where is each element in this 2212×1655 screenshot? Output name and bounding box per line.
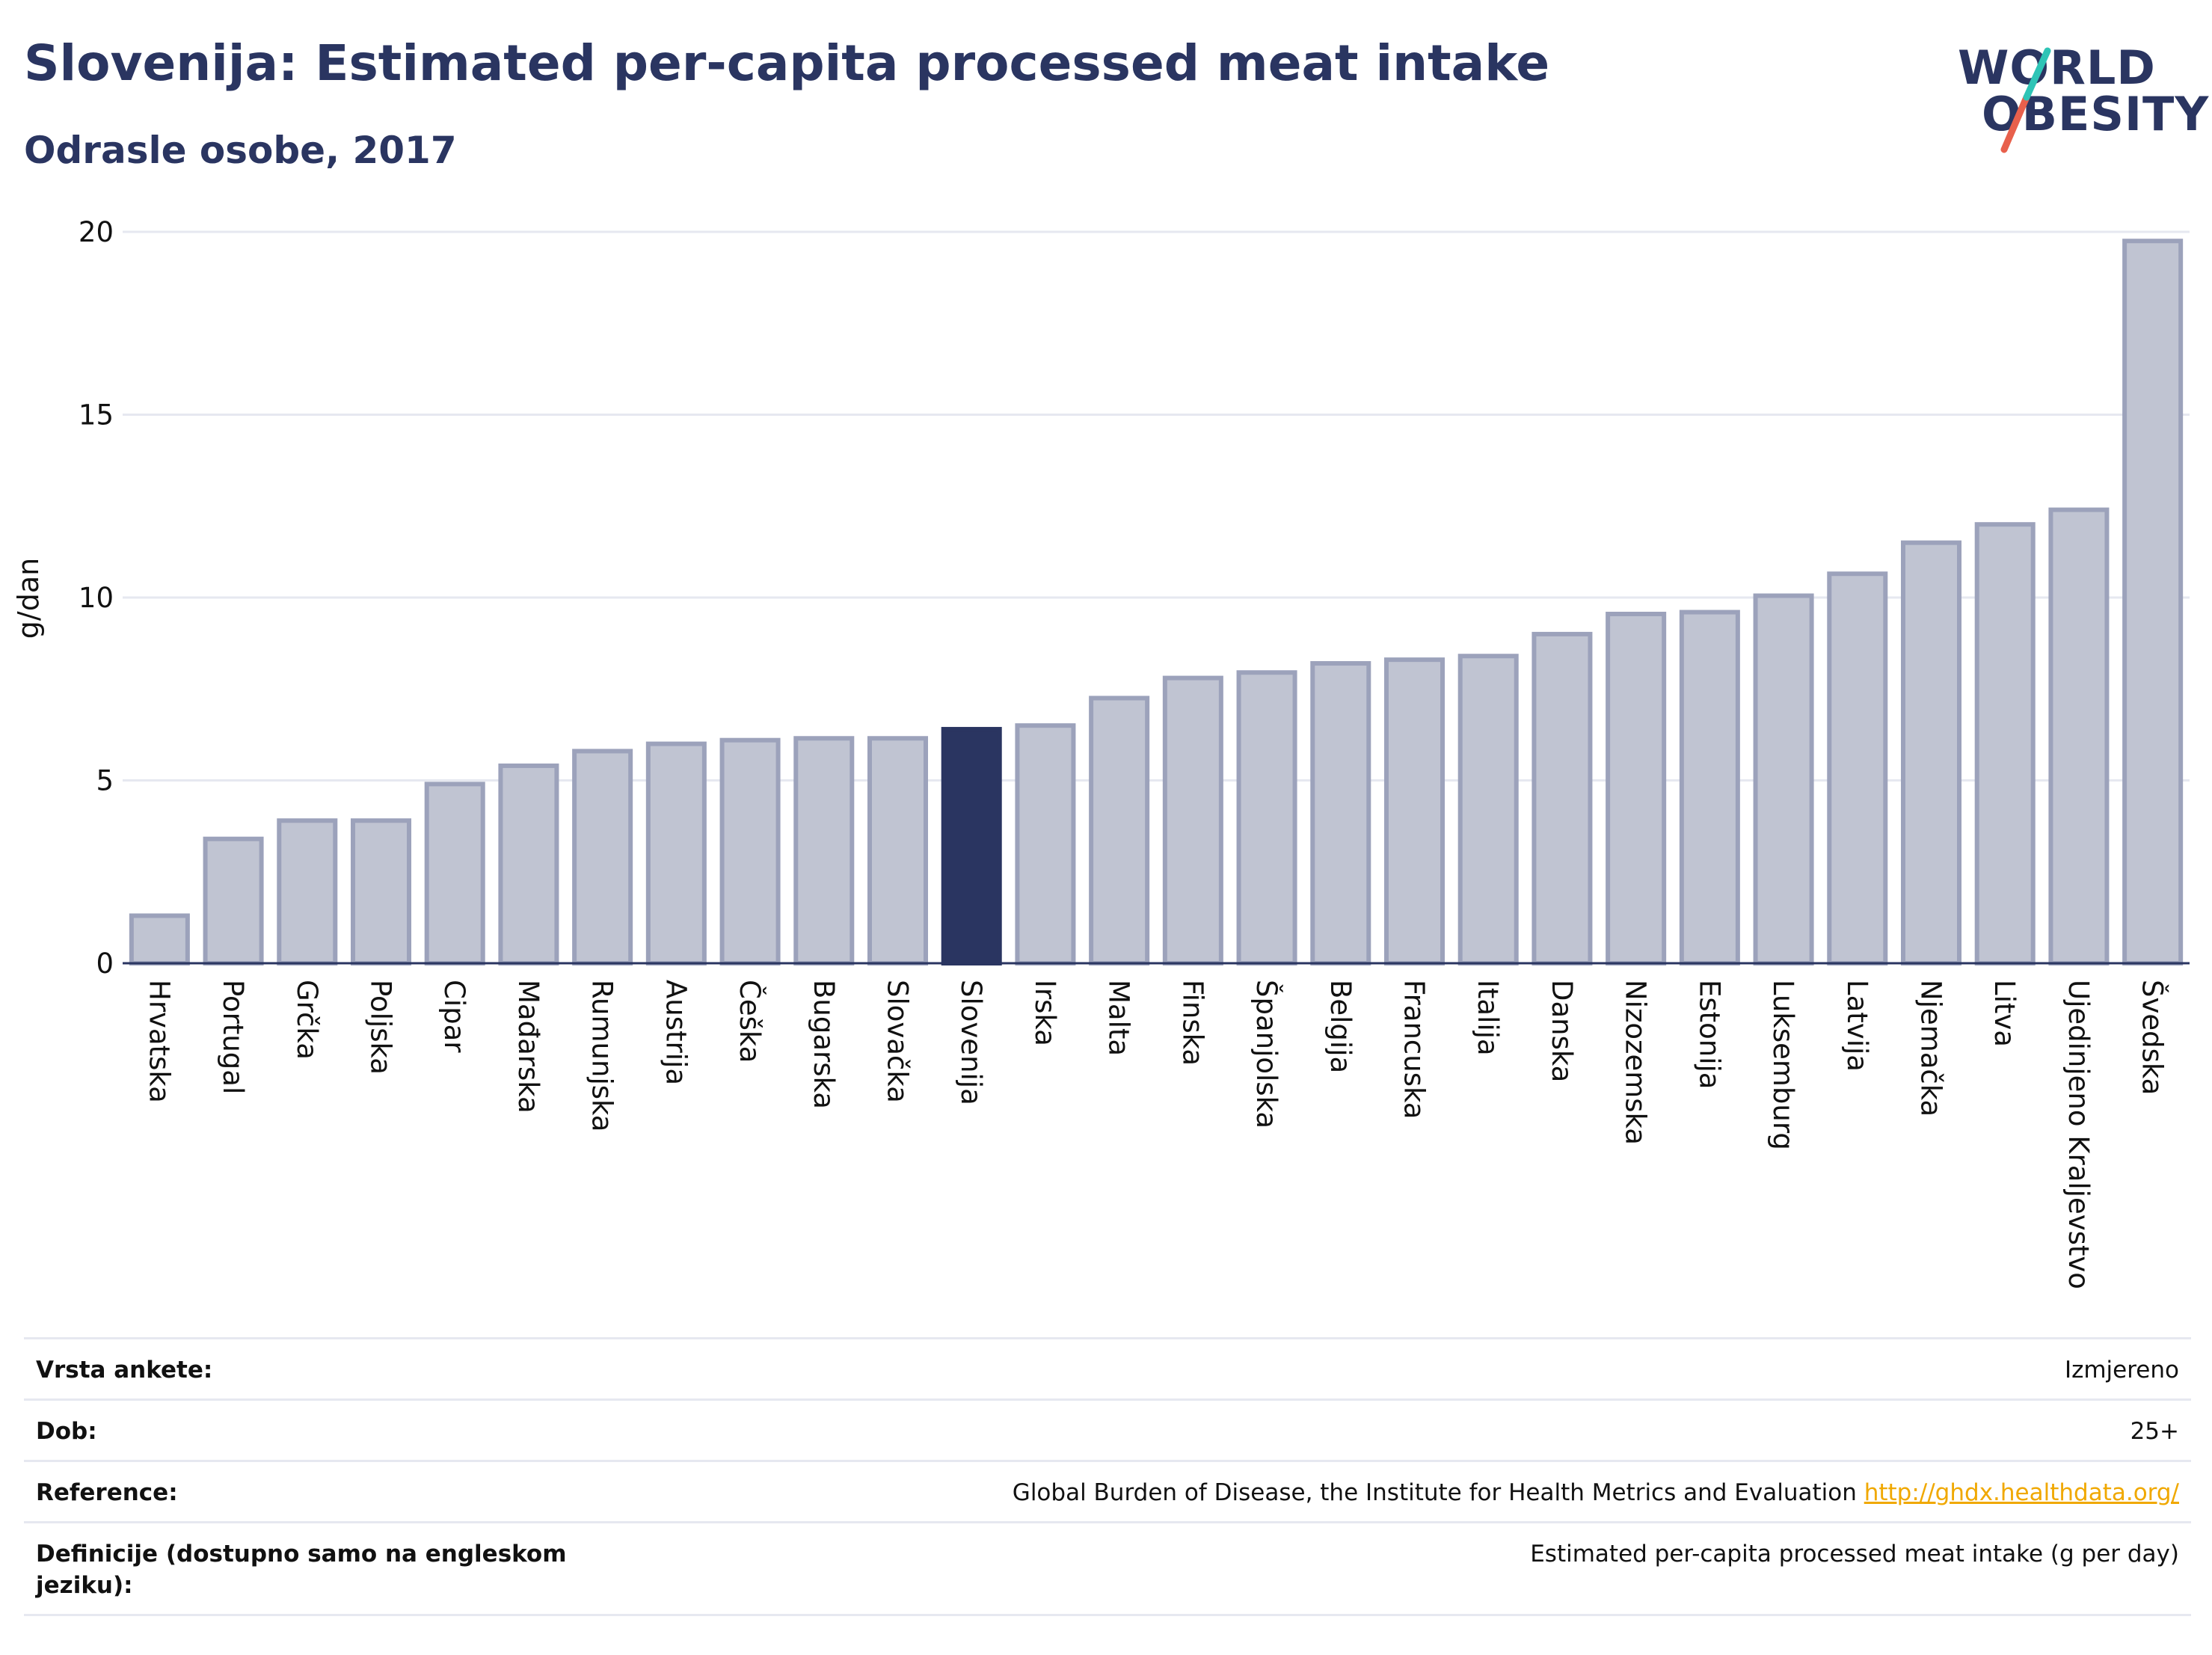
- x-tick-label: Latvija: [1841, 980, 1873, 1072]
- y-tick-label: 15: [79, 399, 114, 432]
- bar: [1162, 675, 1223, 966]
- bar: [2048, 507, 2110, 965]
- x-tick-label: Belgija: [1324, 980, 1357, 1073]
- info-label: Definicije (dostupno samo na engleskom j…: [36, 1541, 567, 1599]
- x-tick-label: Rumunjska: [586, 980, 618, 1132]
- bar: [1974, 522, 2036, 965]
- y-tick-label: 0: [96, 948, 114, 980]
- bar: [498, 763, 559, 965]
- bar: [1679, 610, 1740, 965]
- reference-link[interactable]: http://ghdx.healthdata.org/: [1864, 1479, 2179, 1506]
- y-tick-label: 10: [79, 582, 114, 614]
- bar: [1089, 696, 1150, 965]
- info-label: Reference:: [36, 1479, 178, 1506]
- x-tick-label: Danska: [1546, 980, 1578, 1082]
- logo-text-world: WORLD: [1958, 40, 2156, 95]
- x-tick-label: Grčka: [291, 980, 323, 1060]
- info-table-bottom-border: [24, 1614, 2191, 1616]
- bar: [1900, 540, 1962, 965]
- bar: [572, 749, 633, 965]
- x-tick-label: Poljska: [365, 980, 397, 1075]
- info-label: Dob:: [36, 1418, 97, 1445]
- x-tick-label: Njemačka: [1915, 980, 1947, 1117]
- chart-subtitle: Odrasle osobe, 2017: [24, 129, 457, 172]
- info-value-text: 25+: [2130, 1418, 2179, 1445]
- info-row: Reference: Global Burden of Disease, the …: [24, 1460, 2191, 1523]
- info-label: Vrsta ankete:: [36, 1357, 213, 1384]
- world-obesity-logo[interactable]: WORLD OBESITY: [1952, 30, 2208, 157]
- x-tick-label: Malta: [1103, 980, 1135, 1056]
- info-value: Estimated per-capita processed meat inta…: [1530, 1538, 2179, 1570]
- logo-slash-icon: [2000, 47, 2051, 153]
- x-tick-label: Francuska: [1398, 980, 1431, 1119]
- x-tick-label: Mađarska: [512, 980, 544, 1114]
- info-value-text: Global Burden of Disease, the Institute …: [1012, 1479, 1857, 1506]
- bar: [1606, 612, 1667, 965]
- y-tick-label: 20: [79, 216, 114, 248]
- bar: [2122, 239, 2184, 966]
- x-tick-label: Irska: [1029, 980, 1061, 1046]
- bar-chart: 0 5 10 15 20 Hrvatska Portugal Grčka Poljska Cipa…: [79, 216, 2190, 1289]
- x-tick-label: Hrvatska: [143, 980, 175, 1103]
- x-tick-label: Bugarska: [808, 980, 840, 1109]
- bar: [350, 818, 412, 966]
- bar: [793, 736, 855, 965]
- x-tick-label: Portugal: [217, 980, 249, 1094]
- x-tick-label: Švedska: [2136, 980, 2169, 1095]
- x-tick-label: Cipar: [438, 980, 470, 1053]
- x-tick-label: Austrija: [660, 980, 692, 1085]
- x-tick-label: Litva: [1988, 980, 2021, 1047]
- bar: [1015, 723, 1076, 966]
- bar: [1457, 654, 1519, 965]
- y-tick-label: 5: [96, 765, 114, 797]
- bar: [1531, 631, 1593, 966]
- bar: [1383, 657, 1446, 965]
- info-value: 25+: [2130, 1416, 2179, 1447]
- x-tick-label: Slovačka: [882, 980, 914, 1103]
- x-tick-label: Ujedinjeno Kraljevstvo: [2062, 980, 2095, 1289]
- info-value: Global Burden of Disease, the Institute …: [1013, 1477, 2179, 1508]
- bar: [645, 741, 707, 965]
- bar: [203, 836, 264, 965]
- bar: [277, 818, 338, 966]
- bar: [1310, 661, 1371, 966]
- bar: [424, 782, 485, 966]
- x-tick-label: Španjolska: [1250, 980, 1283, 1129]
- x-tick-label: Slovenija: [955, 980, 987, 1105]
- bar: [941, 727, 1002, 965]
- x-tick-label: Italija: [1472, 980, 1504, 1056]
- info-value: Izmjereno: [2065, 1354, 2179, 1386]
- bar: [719, 737, 781, 966]
- x-tick-label: Luksemburg: [1767, 980, 1799, 1150]
- x-tick-label: Finska: [1176, 980, 1208, 1066]
- info-value-text: Izmjereno: [2064, 1357, 2179, 1384]
- x-tick-label: Češka: [734, 980, 766, 1063]
- bar: [1236, 670, 1297, 965]
- bar: [129, 913, 190, 966]
- bar: [867, 736, 929, 965]
- info-row: Vrsta ankete: Izmjereno: [24, 1337, 2191, 1401]
- x-tick-label: Estonija: [1693, 980, 1725, 1089]
- info-row: Definicije (dostupno samo na engleskom j…: [24, 1521, 2191, 1616]
- info-value-text: Estimated per-capita processed meat inta…: [1530, 1541, 2179, 1568]
- info-row: Dob: 25+: [24, 1398, 2191, 1462]
- bar: [1827, 571, 1888, 965]
- x-tick-label: Nizozemska: [1620, 980, 1652, 1145]
- bar: [1753, 593, 1814, 965]
- chart-title: Slovenija: Estimated per-capita processe…: [24, 34, 1550, 92]
